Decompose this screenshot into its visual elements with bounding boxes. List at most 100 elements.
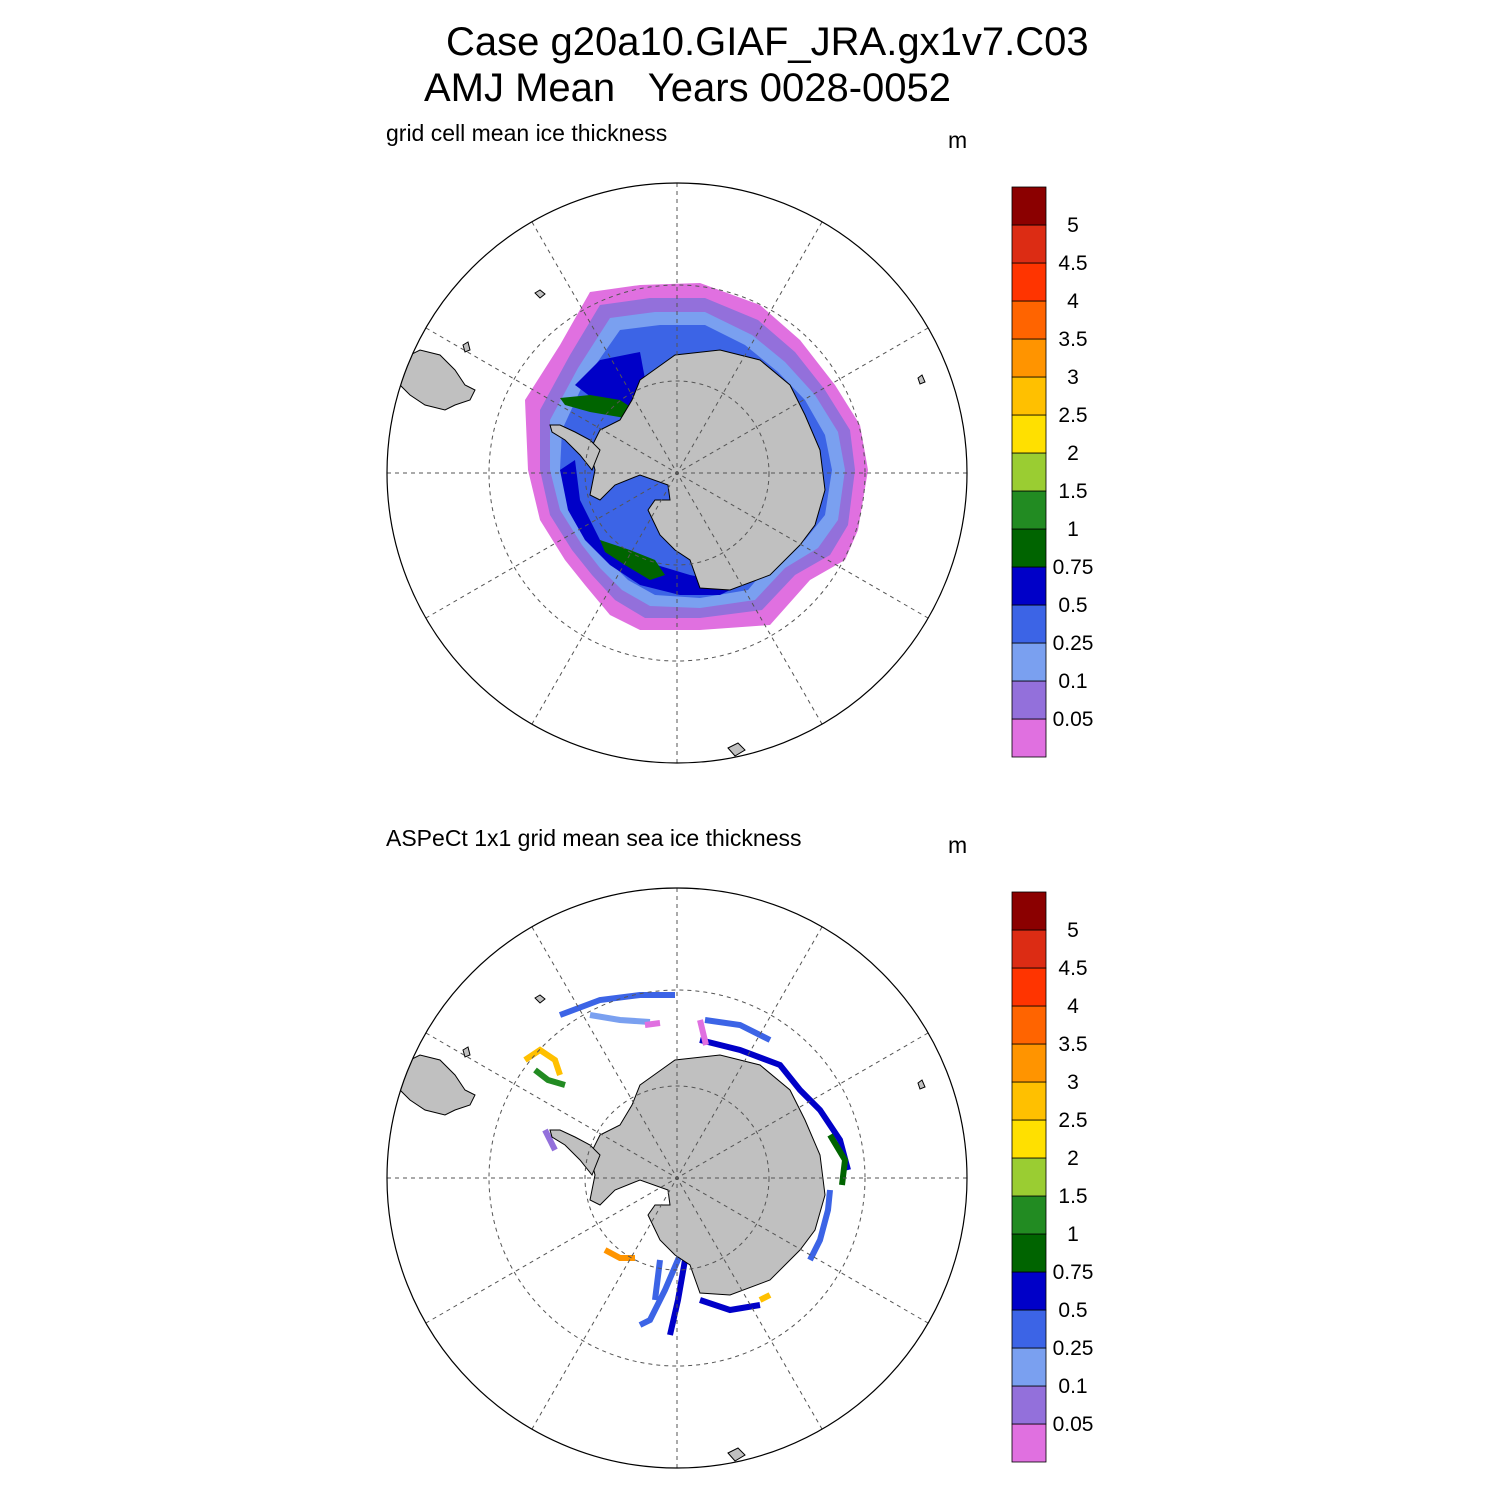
colorbar-tick-label: 0.1	[1058, 1375, 1087, 1398]
colorbar-tick-label: 0.5	[1058, 594, 1087, 617]
colorbar-swatch	[1011, 718, 1047, 758]
obs-track	[652, 1259, 663, 1301]
colorbar-swatch	[1011, 1043, 1047, 1083]
panel1-map	[386, 182, 968, 764]
colorbar-tick-label: 5	[1067, 919, 1079, 942]
map-boundary	[386, 182, 968, 764]
colorbar-tick-label: 4.5	[1058, 252, 1087, 275]
island	[917, 374, 926, 385]
island	[462, 341, 471, 353]
main-title-line2: AMJ Mean Years 0028-0052	[424, 66, 952, 110]
colorbar-tick-label: 2	[1067, 1147, 1079, 1170]
colorbar-swatch	[1011, 604, 1047, 644]
colorbar-swatch	[1011, 1081, 1047, 1121]
colorbar-tick-label: 2	[1067, 442, 1079, 465]
obs-track	[638, 1253, 683, 1328]
obs-track	[589, 1012, 651, 1025]
colorbar-tick-label: 0.25	[1053, 632, 1094, 655]
colorbar-swatch	[1011, 1119, 1047, 1159]
colorbar-swatch	[1011, 1157, 1047, 1197]
colorbar-swatch	[1011, 414, 1047, 454]
colorbar-tick-label: 4	[1067, 995, 1079, 1018]
colorbar-panel2: 0.05 0.1 0.25 0.5 0.75 1 1.5 2 2.5 3 3.5 4 4.5 5	[1011, 891, 1094, 1463]
island	[727, 1447, 746, 1462]
colorbar-tick-label: 0.75	[1053, 1261, 1094, 1284]
colorbar-tick-label: 0.05	[1053, 708, 1094, 731]
panel1-title: grid cell mean ice thickness	[386, 120, 668, 146]
colorbar-tick-label: 1	[1067, 518, 1079, 541]
obs-track	[533, 1067, 566, 1088]
colorbar-swatch	[1011, 1195, 1047, 1235]
obs-track	[827, 1133, 849, 1186]
obs-track	[667, 1259, 688, 1336]
colorbar-swatch	[1011, 1005, 1047, 1045]
colorbar-tick-label: 3.5	[1058, 1033, 1087, 1056]
ice-band-0.75	[575, 352, 648, 415]
colorbar-tick-label: 5	[1067, 214, 1079, 237]
obs-track	[697, 1019, 709, 1046]
antarctica-landmass	[589, 349, 826, 591]
island	[727, 742, 746, 757]
antarctic-peninsula	[549, 1129, 601, 1176]
colorbar-swatch	[1011, 891, 1047, 931]
colorbar-swatch	[1011, 1347, 1047, 1387]
island	[462, 1046, 471, 1058]
colorbar-swatch	[1011, 929, 1047, 969]
obs-track	[603, 1247, 635, 1261]
colorbar-swatch	[1011, 452, 1047, 492]
colorbar-swatch	[1011, 967, 1047, 1007]
colorbar-tick-label: 2.5	[1058, 1109, 1087, 1132]
colorbar-swatch	[1011, 566, 1047, 606]
colorbar-tick-label: 0.75	[1053, 556, 1094, 579]
obs-track	[699, 1297, 761, 1314]
colorbar-tick-label: 4	[1067, 290, 1079, 313]
obs-tracks	[523, 992, 851, 1336]
island	[917, 1079, 926, 1090]
colorbar-tick-label: 4.5	[1058, 957, 1087, 980]
map-boundary	[386, 887, 968, 1469]
colorbar-tick-label: 1	[1067, 1223, 1079, 1246]
obs-track	[758, 1292, 772, 1303]
colorbar-tick-label: 3	[1067, 366, 1079, 389]
antarctica-landmass	[589, 1054, 826, 1296]
colorbar-swatch	[1011, 490, 1047, 530]
panel2-units: m	[948, 832, 968, 858]
colorbar-swatch	[1011, 1233, 1047, 1273]
colorbar-tick-label: 2.5	[1058, 404, 1087, 427]
graticule	[387, 888, 967, 1468]
obs-track	[523, 1046, 563, 1076]
colorbar-swatch	[1011, 224, 1047, 264]
colorbar-swatch	[1011, 300, 1047, 340]
colorbar-swatch	[1011, 1385, 1047, 1425]
panel1-units: m	[948, 127, 968, 153]
main-title-line1: Case g20a10.GIAF_JRA.gx1v7.C03	[446, 20, 1089, 64]
antarctic-peninsula	[549, 424, 601, 471]
south-america-tip	[399, 349, 476, 411]
colorbar-swatch	[1011, 642, 1047, 682]
south-america-tip	[399, 1054, 476, 1116]
colorbar-tick-label: 0.05	[1053, 1413, 1094, 1436]
graticule	[387, 183, 967, 763]
colorbar-tick-label: 0.1	[1058, 670, 1087, 693]
colorbar-swatch	[1011, 1271, 1047, 1311]
obs-track	[558, 992, 675, 1018]
colorbar-tick-label: 1.5	[1058, 1185, 1087, 1208]
ice-band-1-bellingshausen	[600, 540, 665, 580]
colorbar-swatch	[1011, 338, 1047, 378]
ice-band-1-weddell	[560, 395, 635, 418]
colorbar-swatch	[1011, 186, 1047, 226]
obs-track	[699, 1037, 851, 1171]
obs-track	[542, 1128, 558, 1152]
obs-track	[704, 1017, 772, 1043]
panel2-map	[386, 887, 968, 1469]
obs-track	[807, 1189, 833, 1262]
colorbar-swatch	[1011, 680, 1047, 720]
island	[534, 289, 546, 299]
colorbar-panel1: 0.05 0.1 0.25 0.5 0.75 1 1.5 2 2.5 3 3.5 4 4.5 5	[1011, 186, 1094, 758]
colorbar-tick-label: 0.5	[1058, 1299, 1087, 1322]
colorbar-swatch	[1011, 528, 1047, 568]
island	[534, 994, 546, 1004]
obs-track	[644, 1020, 661, 1028]
colorbar-tick-label: 3	[1067, 1071, 1079, 1094]
